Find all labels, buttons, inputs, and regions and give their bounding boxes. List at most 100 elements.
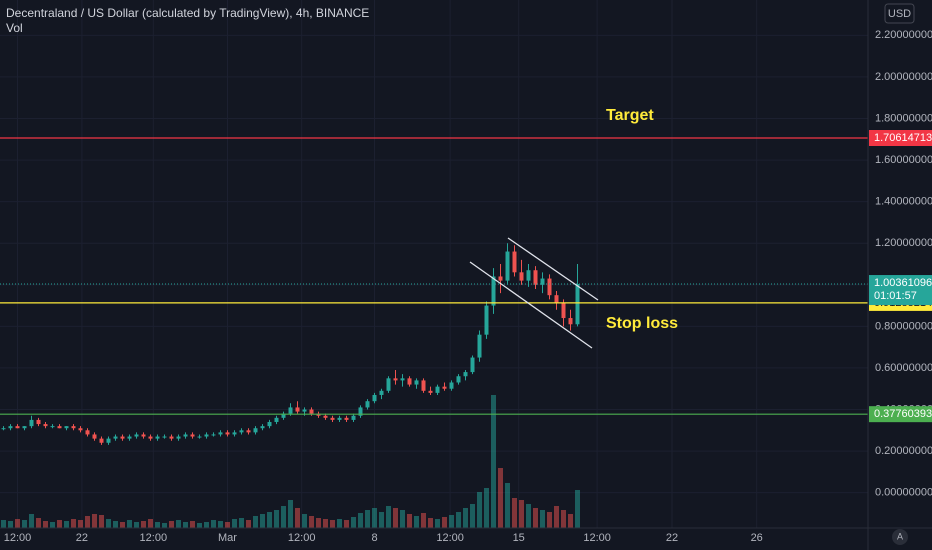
volume-bar <box>337 519 342 528</box>
candle-body <box>232 432 237 435</box>
candle-body <box>358 407 363 416</box>
candle-body <box>505 251 510 281</box>
currency[interactable]: USD <box>888 8 911 20</box>
volume-bar <box>547 512 552 528</box>
volume-bar <box>211 520 216 528</box>
volume-bar <box>561 510 566 528</box>
volume-bar <box>484 488 489 528</box>
y-tick-label: 0.80000000 <box>875 320 932 332</box>
volume-bar <box>43 521 48 528</box>
volume-bar <box>246 520 251 528</box>
volume-bar <box>29 514 34 528</box>
candle-body <box>134 434 139 437</box>
volume-bar <box>505 483 510 528</box>
volume-bar <box>498 468 503 528</box>
volume-bar <box>386 506 391 528</box>
candle-body <box>526 270 531 281</box>
volume-bar <box>141 521 146 528</box>
volume-bar <box>169 521 174 528</box>
volume-bar <box>414 516 419 528</box>
volume-bar <box>232 519 237 528</box>
candle-body <box>498 276 503 281</box>
volume-bar <box>50 522 55 528</box>
candle-body <box>113 436 118 439</box>
price-axis <box>868 0 932 528</box>
volume-bar <box>190 521 195 528</box>
volume-bar <box>365 510 370 528</box>
x-tick-label: 12:00 <box>140 532 168 544</box>
volume-bar <box>456 512 461 528</box>
candle-body <box>120 436 125 439</box>
candle-body <box>15 426 20 429</box>
volume-bar <box>239 518 244 528</box>
candle-body <box>43 424 48 427</box>
candle-body <box>554 295 559 304</box>
candle-body <box>225 432 230 435</box>
candle-body <box>85 430 90 435</box>
candle-body <box>281 413 286 418</box>
candle-body <box>260 426 265 429</box>
volume-bar <box>449 515 454 528</box>
currency-button[interactable] <box>884 3 915 24</box>
y-tick-label: 1.40000000 <box>875 196 932 208</box>
x-tick-label: 22 <box>76 532 88 544</box>
x-tick-label: 15 <box>513 532 525 544</box>
candle-body <box>330 417 335 420</box>
y-tick-label: 2.00000000 <box>875 71 932 83</box>
candle-body <box>64 426 69 429</box>
volume-bar <box>407 514 412 528</box>
x-tick-label: Mar <box>218 532 237 544</box>
volume-bar <box>155 522 160 528</box>
candle-body <box>547 278 552 296</box>
volume-bar <box>295 508 300 528</box>
volume-bar <box>575 490 580 528</box>
candle-body <box>127 436 132 439</box>
volume-bar <box>260 514 265 528</box>
candle-body <box>50 426 55 428</box>
channel-lower <box>469 261 593 349</box>
volume-bar <box>323 519 328 528</box>
volume-bar <box>526 504 531 528</box>
candle-body <box>540 278 545 285</box>
candle-body <box>435 386 440 393</box>
volume-bar <box>148 519 153 528</box>
volume-bar <box>519 500 524 528</box>
candle-body <box>71 426 76 429</box>
volume-bar <box>554 506 559 528</box>
candle-body <box>92 434 97 439</box>
scale-mode[interactable]: A <box>897 531 903 541</box>
candle-body <box>414 380 419 385</box>
candle-body <box>477 334 482 358</box>
candle-body <box>29 419 34 427</box>
candle-body <box>246 430 251 433</box>
volume-bar <box>400 510 405 528</box>
volume-bar <box>330 520 335 528</box>
volume-bar <box>1 520 6 528</box>
volume-bar <box>393 508 398 528</box>
candle-body <box>400 378 405 381</box>
candle-body <box>456 376 461 383</box>
candle-body <box>393 378 398 381</box>
annotation: Target <box>606 107 654 124</box>
y-tick-label: 2.20000000 <box>875 29 932 41</box>
chart-title: Decentraland / US Dollar (calculated by … <box>6 6 369 20</box>
candle-body <box>197 436 202 438</box>
volume-bar <box>274 510 279 528</box>
volume-bar <box>540 510 545 528</box>
level-tag <box>869 406 932 423</box>
y-tick-label: 0.00000000 <box>875 487 932 499</box>
candle-body <box>99 438 104 443</box>
candle-body <box>239 430 244 433</box>
volume-bar <box>99 515 104 528</box>
candle-body <box>449 382 454 389</box>
candle-body <box>428 390 433 393</box>
scale-button[interactable] <box>892 529 908 545</box>
candle-body <box>148 436 153 439</box>
candle-body <box>141 434 146 437</box>
volume-bar <box>127 520 132 528</box>
volume-bar <box>316 518 321 528</box>
candle-body <box>1 428 6 430</box>
volume-bar <box>351 517 356 528</box>
